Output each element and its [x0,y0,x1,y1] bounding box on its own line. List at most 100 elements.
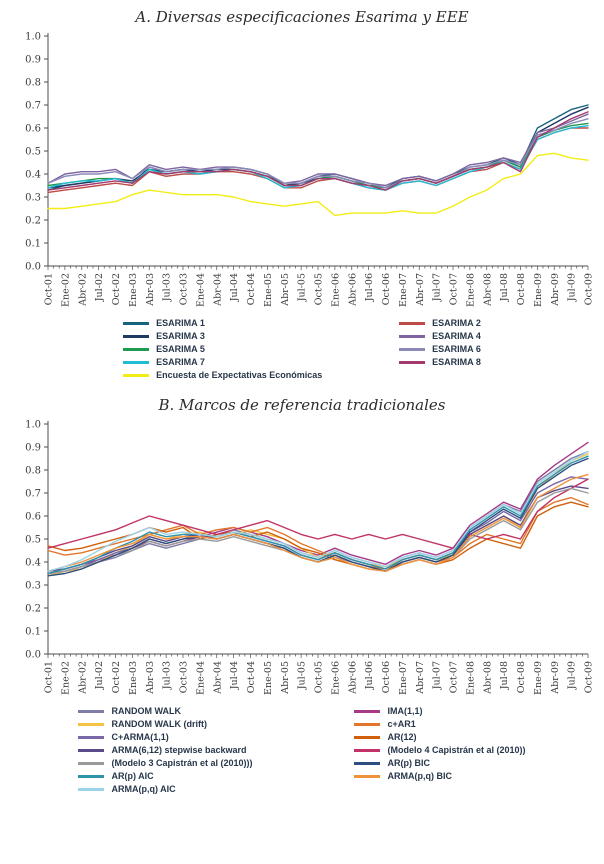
x-tick-label: Jul-07 [432,661,443,690]
legend-swatch [354,748,381,752]
series-line [47,485,589,572]
x-tick-label: Oct-08 [516,661,527,693]
series-line [47,478,589,549]
legend-label: (Modelo 3 Capistrán et al (2010))) [111,758,253,768]
y-tick-label: 0.9 [25,55,41,66]
x-tick-label: Ene-07 [398,273,409,307]
x-tick-label: Jul-09 [567,661,578,690]
axes [44,33,589,270]
x-tick-label: Ene-02 [60,661,71,695]
x-tick-label: Jul-09 [567,273,578,302]
legend-swatch [354,774,381,778]
y-tick-label: 0.2 [25,216,41,227]
chart-a-legend: ESARIMA 1 ESARIMA 2 ESARIMA 3 ESARIMA 4 ESAR… [123,318,481,380]
x-tick-label: Ene-04 [195,661,206,695]
series-line [47,473,589,572]
x-tick-label: Ene-04 [195,273,206,307]
x-tick-label: Oct-06 [381,661,392,693]
x-tick-label: Jul-05 [297,661,308,690]
y-tick-label: 0.2 [25,604,41,615]
legend-swatch [123,360,150,364]
x-tick-label: Abr-05 [280,273,291,307]
chart-b-title: B. Marcos de referencia tradicionales [158,396,446,414]
x-tick-label: Ene-02 [60,273,71,307]
y-tick-label: 0.7 [25,101,41,112]
x-tick-label: Abr-05 [280,661,291,695]
axes [44,421,589,658]
legend-swatch [78,787,105,791]
legend-swatch [399,347,426,351]
y-tick-label: 0.6 [25,512,41,523]
legend-swatch [78,761,105,765]
legend-swatch [78,735,105,739]
legend-item: C+ARMA(1,1) [78,732,328,742]
x-tick-label: Jul-08 [499,661,510,690]
x-tick-label: Ene-08 [465,273,476,307]
x-tick-label: Jul-04 [229,661,240,690]
legend-item: ESARIMA 4 [399,331,481,341]
legend-label: ESARIMA 4 [432,331,481,341]
x-tick-label: Abr-03 [145,661,156,695]
x-tick-label: Jul-08 [499,273,510,302]
legend-label: ARMA(6,12) stepwise backward [111,745,247,755]
x-tick-label: Jul-04 [229,273,240,302]
legend-swatch [354,735,381,739]
legend-swatch [399,360,426,364]
y-tick-label: 1.0 [25,420,41,431]
legend-label: Encuesta de Expectativas Económicas [156,370,323,380]
y-tick-label: 0.1 [25,627,41,638]
x-tick-label: Oct-01 [44,661,55,693]
chart-b-legend: RANDOM WALK IMA(1,1) RANDOM WALK (drift) c+… [78,706,526,794]
legend-item: ARMA(p,q) AIC [78,784,328,794]
y-tick-label: 0.3 [25,193,41,204]
x-tick-label: Oct-09 [584,273,595,305]
legend-label: ARMA(p,q) BIC [387,771,452,781]
y-tick-label: 0.5 [25,147,41,158]
legend-item: ARMA(6,12) stepwise backward [78,745,328,755]
legend-item: RANDOM WALK (drift) [78,719,328,729]
legend-swatch [78,722,105,726]
legend-item: ESARIMA 1 [123,318,373,328]
y-tick-label: 1.0 [25,32,41,43]
y-tick-label: 0.8 [25,466,41,477]
legend-label: ESARIMA 5 [156,344,205,354]
x-tick-label: Abr-07 [415,661,426,695]
x-tick-label: Ene-05 [263,273,274,307]
x-tick-label: Abr-02 [77,273,88,307]
chart-b-canvas: 0.0 0.1 0.2 0.3 0.4 0.5 0.6 0.7 0.8 0.9 1.0 Oct-01 E… [25,420,595,695]
legend-swatch [78,709,105,713]
legend-item: ESARIMA 7 [123,357,373,367]
y-tick-label: 0.5 [25,535,41,546]
legend-swatch [354,709,381,713]
x-tick-label: Abr-09 [550,661,561,695]
legend-swatch [354,761,381,765]
x-tick-label: Jul-02 [94,273,105,302]
legend-swatch [399,334,426,338]
legend-item: AR(p) AIC [78,771,328,781]
x-tick-label: Ene-03 [128,273,139,307]
legend-swatch [399,321,426,325]
legend-swatch [123,334,150,338]
y-tick-label: 0.4 [25,170,41,181]
series-line [47,455,589,575]
legend-item: ARMA(p,q) BIC [354,771,525,781]
x-tick-label: Oct-04 [246,661,257,693]
x-tick-label: Abr-06 [347,273,358,307]
legend-label: c+AR1 [387,719,416,729]
legend-swatch [354,722,381,726]
x-tick-label: Oct-03 [179,661,190,693]
series-line [47,152,589,217]
x-tick-label: Oct-09 [584,661,595,693]
x-tick-label: Abr-02 [77,661,88,695]
legend-label: AR(p) AIC [111,771,154,781]
chart-a-canvas: 0.0 0.1 0.2 0.3 0.4 0.5 0.6 0.7 0.8 0.9 1.0 Oct-01 E… [25,32,595,307]
legend-label: AR(12) [387,732,417,742]
x-tick-label: Oct-02 [111,661,122,693]
x-tick-label: Oct-03 [179,273,190,305]
x-tick-label: Oct-05 [314,273,325,305]
x-tick-label: Abr-09 [550,273,561,307]
series-line [47,118,589,189]
legend-item: (Modelo 4 Capistrán et al (2010)) [354,745,526,755]
y-tick-label: 0.0 [25,650,41,661]
